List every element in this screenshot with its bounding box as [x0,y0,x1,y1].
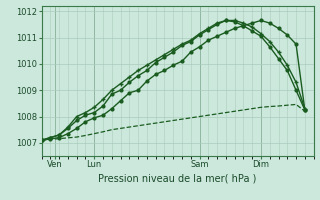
X-axis label: Pression niveau de la mer( hPa ): Pression niveau de la mer( hPa ) [99,173,257,183]
